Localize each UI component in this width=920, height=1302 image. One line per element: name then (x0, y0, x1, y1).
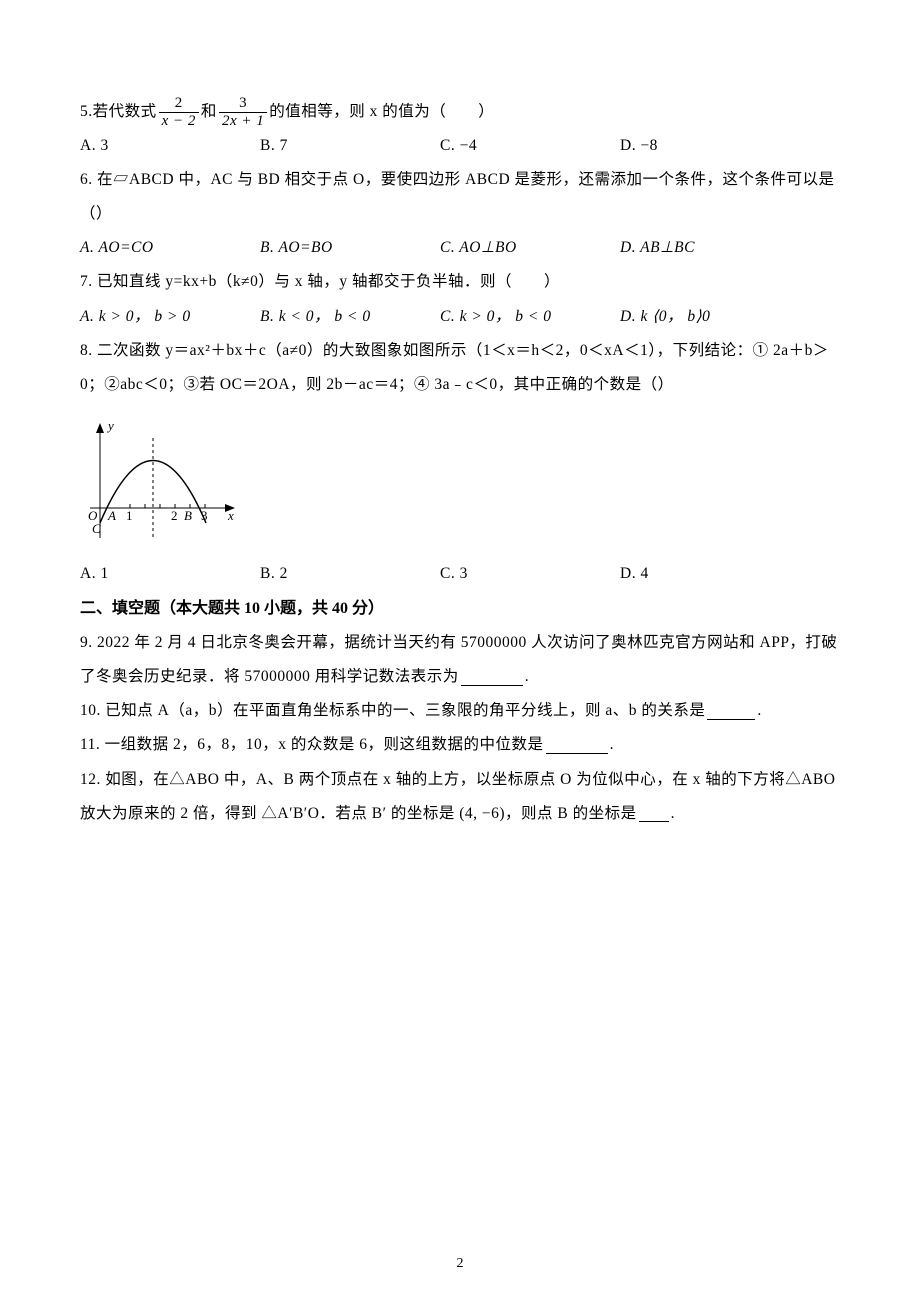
q8-opt-b: B. 2 (260, 557, 440, 591)
q8-opt-c: C. 3 (440, 557, 620, 591)
question-12-l2: 放大为原来的 2 倍，得到 △A′B′O．若点 B′ 的坐标是 (4, −6)，… (80, 797, 840, 831)
q10-pre: 10. 已知点 A（a，b）在平面直角坐标系中的一、三象限的角平分线上，则 a、… (80, 694, 705, 728)
q8-options: A. 1 B. 2 C. 3 D. 4 (80, 557, 840, 591)
q11-pre: 11. 一组数据 2，6，8，10，x 的众数是 6，则这组数据的中位数是 (80, 728, 544, 762)
chart-a-label: A (107, 508, 116, 523)
frac1-den: x − 2 (159, 112, 199, 129)
q8-opt-a: A. 1 (80, 557, 260, 591)
q7-opt-d: D. k ⟨0， b⟩0 (620, 300, 800, 334)
question-12-l1: 12. 如图，在△ABO 中，A、B 两个顶点在 x 轴的上方，以坐标原点 O … (80, 763, 840, 797)
q12-pre: 放大为原来的 2 倍，得到 △A′B′O．若点 B′ 的坐标是 (4, −6)，… (80, 797, 637, 831)
q6-opt-a: A. AO=CO (80, 231, 260, 265)
q6-options: A. AO=CO B. AO=BO C. AO⊥BO D. AB⊥BC (80, 231, 840, 265)
question-8-l1: 8. 二次函数 y＝ax²＋bx＋c（a≠0）的大致图象如图所示（1＜x＝h＜2… (80, 334, 840, 368)
q12-line1: 12. 如图，在△ABO 中，A、B 两个顶点在 x 轴的上方，以坐标原点 O … (80, 763, 835, 797)
q6-opt-b: B. AO=BO (260, 231, 440, 265)
chart-c-label: C (92, 521, 101, 536)
q5-opt-a: A. 3 (80, 129, 260, 163)
chart-tick3: 3 (201, 508, 208, 523)
question-10: 10. 已知点 A（a，b）在平面直角坐标系中的一、三象限的角平分线上，则 a、… (80, 694, 840, 728)
q7-options: A. k > 0， b > 0 B. k < 0， b < 0 C. k > 0… (80, 300, 840, 334)
frac2-den: 2x + 1 (219, 112, 267, 129)
q5-opt-c: C. −4 (440, 129, 620, 163)
q10-post: . (757, 694, 761, 728)
q12-blank (639, 805, 669, 822)
q6-opt-d: D. AB⊥BC (620, 231, 800, 265)
fraction-2: 3 2x + 1 (219, 96, 267, 129)
q7-d-pre: D. (620, 308, 640, 325)
q5-opt-d: D. −8 (620, 129, 800, 163)
chart-tick2: 2 (171, 508, 178, 523)
question-6-l2: （） (80, 197, 840, 231)
chart-b-label: B (184, 508, 192, 523)
page-number: 2 (0, 1256, 920, 1272)
fraction-1: 2 x − 2 (159, 96, 199, 129)
q7-d-expr: k ⟨0， b⟩0 (640, 308, 710, 325)
q7-opt-b: B. k < 0， b < 0 (260, 300, 440, 334)
q10-blank (707, 703, 755, 720)
question-8-l2: 0；②abc＜0；③若 OC＝2OA，则 2b－ac＝4；④ 3a﹣c＜0，其中… (80, 368, 840, 402)
q8-line1: 8. 二次函数 y＝ax²＋bx＋c（a≠0）的大致图象如图所示（1＜x＝h＜2… (80, 334, 829, 368)
chart-tick1: 1 (126, 508, 133, 523)
q7-text: 7. 已知直线 y=kx+b（k≠0）与 x 轴，y 轴都交于负半轴．则（ ） (80, 265, 560, 299)
section-2-title: 二、填空题（本大题共 10 小题，共 40 分） (80, 591, 840, 626)
parabola-chart: y x O A 1 2 B 3 C (80, 408, 240, 553)
q6-text2: （） (80, 197, 112, 231)
q12-post: . (671, 797, 675, 831)
question-6-l1: 6. 在▱ABCD 中，AC 与 BD 相交于点 O，要使四边形 ABCD 是菱… (80, 163, 840, 197)
q8-opt-d: D. 4 (620, 557, 800, 591)
q5-tail: 的值相等，则 x 的值为（ ） (269, 95, 494, 129)
q7-opt-c: C. k > 0， b < 0 (440, 300, 620, 334)
q7-opt-a: A. k > 0， b > 0 (80, 300, 260, 334)
question-9-l2: 了冬奥会历史纪录．将 57000000 用科学记数法表示为 . (80, 660, 840, 694)
question-7: 7. 已知直线 y=kx+b（k≠0）与 x 轴，y 轴都交于负半轴．则（ ） (80, 265, 840, 299)
q9-blank (461, 669, 523, 686)
q11-post: . (610, 728, 614, 762)
chart-x-label: x (227, 508, 234, 523)
frac1-num: 2 (172, 96, 186, 112)
chart-y-label: y (106, 418, 114, 433)
q9-line1: 9. 2022 年 2 月 4 日北京冬奥会开幕，据统计当天约有 5700000… (80, 626, 837, 660)
question-9-l1: 9. 2022 年 2 月 4 日北京冬奥会开幕，据统计当天约有 5700000… (80, 626, 840, 660)
q6-opt-c: C. AO⊥BO (440, 231, 620, 265)
q9-post: . (525, 660, 529, 694)
question-5: 5. 若代数式 2 x − 2 和 3 2x + 1 的值相等，则 x 的值为（… (80, 95, 840, 129)
q5-options: A. 3 B. 7 C. −4 D. −8 (80, 129, 840, 163)
q5-number: 5. (80, 95, 93, 129)
frac2-num: 3 (236, 96, 250, 112)
q6-text1: 6. 在▱ABCD 中，AC 与 BD 相交于点 O，要使四边形 ABCD 是菱… (80, 163, 835, 197)
q5-opt-b: B. 7 (260, 129, 440, 163)
q5-mid: 和 (201, 95, 217, 129)
q5-lead: 若代数式 (93, 95, 157, 129)
q8-line2: 0；②abc＜0；③若 OC＝2OA，则 2b－ac＝4；④ 3a﹣c＜0，其中… (80, 368, 674, 402)
q11-blank (546, 737, 608, 754)
q9-pre: 了冬奥会历史纪录．将 57000000 用科学记数法表示为 (80, 660, 459, 694)
question-11: 11. 一组数据 2，6，8，10，x 的众数是 6，则这组数据的中位数是 . (80, 728, 840, 762)
